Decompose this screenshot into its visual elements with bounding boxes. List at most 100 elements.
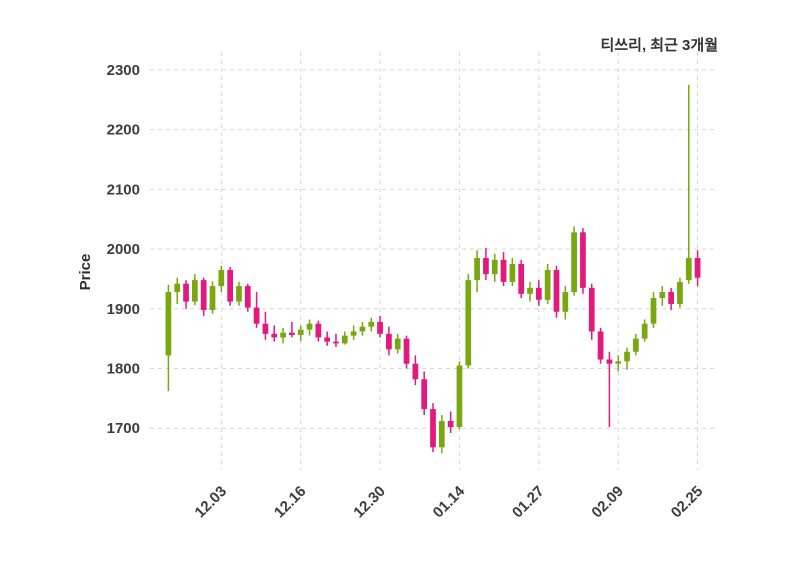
candle [341, 331, 348, 345]
candle-body-up [306, 323, 313, 330]
candle-body-down [580, 232, 586, 288]
candle [491, 253, 498, 282]
candle-body-down [289, 332, 295, 336]
candle-body-up [465, 280, 472, 366]
candle [624, 347, 630, 370]
y-axis-tick-labels: 1700 1800 1900 2000 2100 2200 2300 [107, 62, 140, 437]
candle [324, 331, 331, 346]
candle [438, 415, 445, 454]
candle [412, 355, 419, 386]
candle [192, 274, 198, 306]
candle [315, 320, 322, 342]
x-tick-label: 02.09 [588, 483, 627, 522]
y-tick-label: 2000 [107, 241, 140, 258]
candle [236, 281, 242, 306]
y-tick-label: 2100 [107, 181, 140, 198]
candle-body-down [324, 337, 331, 342]
x-axis-tick-labels: 12.03 12.16 12.30 01.14 01.27 02.09 02.25 [192, 482, 707, 521]
candle-body-down [244, 286, 251, 308]
candle [227, 266, 234, 306]
candle-body-up [174, 283, 181, 293]
x-tick-label: 12.30 [350, 483, 389, 522]
candle-body-up [677, 281, 683, 304]
candle-body-down [606, 359, 613, 364]
candle [535, 280, 542, 306]
candle [200, 277, 207, 316]
candle [456, 361, 463, 430]
candle-body-down [333, 341, 339, 344]
candle-body-up [236, 286, 242, 302]
candle-body-up [218, 269, 225, 287]
candle [465, 274, 472, 369]
candle [421, 371, 428, 416]
candle [174, 277, 181, 304]
candle [350, 325, 357, 340]
y-tick-label: 2300 [107, 62, 140, 79]
candle [668, 287, 674, 310]
candle [403, 335, 410, 369]
candle-body-down [386, 333, 392, 350]
candle-body-down [227, 269, 234, 302]
candle-body-up [632, 338, 639, 352]
candle [632, 333, 639, 356]
candle [685, 84, 692, 284]
candle-body-up [394, 338, 401, 350]
candle-body-up [624, 351, 630, 362]
candle-body-down [597, 331, 604, 360]
candle [500, 252, 507, 287]
candle [615, 355, 622, 372]
candle-body-down [588, 287, 595, 332]
candle [597, 327, 604, 364]
candle [588, 283, 595, 340]
candle [218, 265, 225, 293]
chart-title: 티쓰리, 최근 3개월 [601, 36, 718, 54]
candle-body-up [659, 292, 666, 299]
y-tick-label: 1900 [107, 301, 140, 318]
x-tick-label: 12.03 [192, 483, 231, 522]
candle-body-down [315, 323, 322, 338]
candle [244, 283, 251, 312]
candle [474, 250, 480, 293]
y-axis-label: Price [77, 254, 94, 291]
y-tick-label: 2200 [107, 122, 140, 139]
candle-body-up [491, 259, 498, 275]
candle [165, 284, 172, 392]
candle [368, 317, 375, 332]
candles [165, 84, 701, 454]
candle-body-up [509, 263, 516, 282]
candle-body-down [518, 263, 525, 294]
candle-body-down [253, 307, 260, 324]
candle-body-up [685, 258, 692, 281]
candle [447, 411, 454, 433]
y-tick-label: 1700 [107, 420, 140, 437]
candle-body-up [562, 292, 569, 312]
candle [641, 319, 648, 342]
candle [253, 292, 260, 328]
candle-body-up [641, 323, 648, 339]
candle [562, 286, 569, 320]
candle [659, 286, 666, 306]
candle [280, 327, 286, 344]
candle-body-up [650, 298, 657, 324]
candle [297, 325, 304, 342]
candle-body-up [165, 292, 172, 356]
candle-body-down [447, 421, 454, 428]
candle-body-up [341, 335, 348, 344]
candle-body-up [280, 332, 286, 338]
candle [694, 250, 701, 287]
candle [544, 263, 551, 304]
candle [518, 259, 525, 299]
candle [509, 258, 516, 287]
candle-body-up [359, 326, 366, 332]
candle-body-up [615, 361, 622, 364]
candle [430, 403, 436, 453]
candle [262, 311, 269, 340]
candle-body-up [297, 329, 304, 336]
candle [483, 247, 489, 281]
candle [527, 281, 533, 302]
candle-body-down [668, 292, 674, 304]
candle-body-down [430, 409, 436, 448]
candle-body-up [571, 232, 577, 293]
